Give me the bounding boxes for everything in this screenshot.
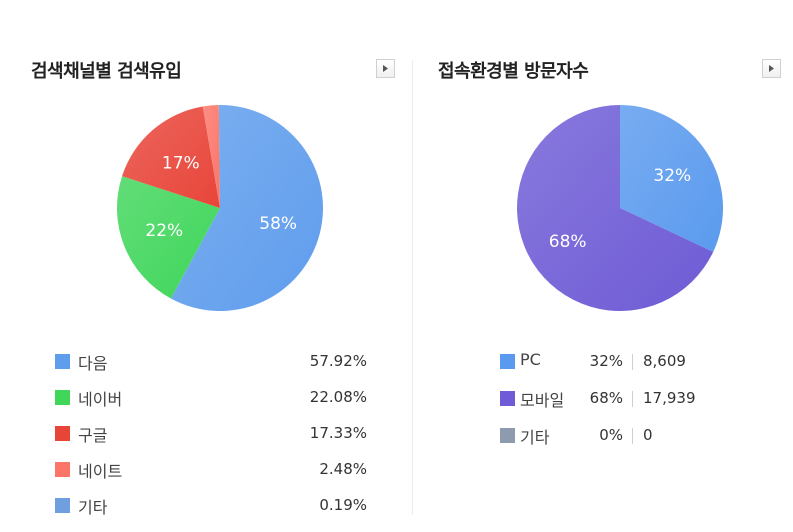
play-arrow-icon <box>769 65 774 72</box>
play-arrow-icon <box>383 65 388 72</box>
legend-item: 모바일 68% 17,939 <box>500 387 700 410</box>
legend-label: 네이트 <box>78 462 123 481</box>
legend-item: 기타 0.19% <box>55 494 367 517</box>
legend-swatch <box>55 354 70 369</box>
search-channel-legend: 다음 57.92% 네이버 22.08% 구글 17.33% 네이트 2.48% 기타 0.19% <box>55 350 367 517</box>
pie-slice-channel-0 <box>170 105 323 311</box>
pie-slice-env-1 <box>517 105 714 311</box>
legend-swatch <box>500 391 515 406</box>
pie-slice-label: 68% <box>549 232 587 252</box>
legend-percent: 32% <box>589 352 623 370</box>
legend-label: 다음 <box>78 354 108 373</box>
access-env-more-button[interactable] <box>762 59 781 78</box>
pie-slice-channel-3 <box>202 105 220 208</box>
legend-label: 구글 <box>78 426 108 445</box>
pie-slice-channel-4 <box>218 105 220 208</box>
pie-slice-label: 32% <box>653 166 691 186</box>
pie-slice-label: 58% <box>259 214 297 234</box>
legend-percent: 0.19% <box>319 496 367 514</box>
search-channel-pie-chart: 58% 22% 17% <box>116 105 323 311</box>
legend-item: 네이트 2.48% <box>55 458 367 481</box>
legend-item: 구글 17.33% <box>55 422 367 445</box>
panel-divider <box>412 60 413 515</box>
legend-percent: 2.48% <box>319 460 367 478</box>
pie-slice-env-0 <box>620 105 724 252</box>
access-env-legend: PC 32% 8,609 모바일 68% 17,939 기타 0% 0 <box>414 0 793 532</box>
search-channel-panel: 검색채널별 검색유입 58% 22% 17% 다음 57.92% 네이버 22.08% 구글… <box>31 59 395 517</box>
legend-swatch <box>55 426 70 441</box>
legend-percent: 22.08% <box>309 388 367 406</box>
search-channel-title: 검색채널별 검색유입 <box>31 61 182 82</box>
legend-item: 네이버 22.08% <box>55 386 367 409</box>
legend-separator <box>632 428 633 444</box>
legend-label: 모바일 <box>520 391 565 410</box>
legend-label: 기타 <box>78 498 108 517</box>
legend-count: 0 <box>643 426 653 444</box>
legend-separator <box>632 391 633 407</box>
access-env-panel: 접속환경별 방문자수 32% 68% PC 32% 8,609 모바일 68% 17,939… <box>414 0 793 532</box>
legend-swatch <box>55 390 70 405</box>
legend-separator <box>632 354 633 370</box>
legend-percent: 17.33% <box>309 424 367 442</box>
pie-slice-channel-2 <box>122 106 220 208</box>
pie-slice-channel-1 <box>116 176 220 299</box>
legend-swatch <box>55 498 70 513</box>
search-channel-more-button[interactable] <box>376 59 395 78</box>
legend-swatch <box>500 354 515 369</box>
legend-count: 17,939 <box>643 389 696 407</box>
legend-percent: 57.92% <box>309 352 367 370</box>
legend-percent: 68% <box>589 389 623 407</box>
pie-slice-label: 22% <box>145 221 183 241</box>
access-env-title: 접속환경별 방문자수 <box>438 61 589 82</box>
legend-label: 네이버 <box>78 390 123 409</box>
legend-item: 다음 57.92% <box>55 350 367 373</box>
legend-item: PC 32% 8,609 <box>500 350 700 370</box>
pie-slice-label: 17% <box>162 154 200 174</box>
legend-count: 8,609 <box>643 352 686 370</box>
legend-percent: 0% <box>599 426 623 444</box>
access-env-pie-chart: 32% 68% <box>517 105 724 311</box>
legend-item: 기타 0% 0 <box>500 424 700 447</box>
legend-label: 기타 <box>520 428 550 447</box>
legend-label: PC <box>520 350 541 369</box>
legend-swatch <box>55 462 70 477</box>
legend-swatch <box>500 428 515 443</box>
